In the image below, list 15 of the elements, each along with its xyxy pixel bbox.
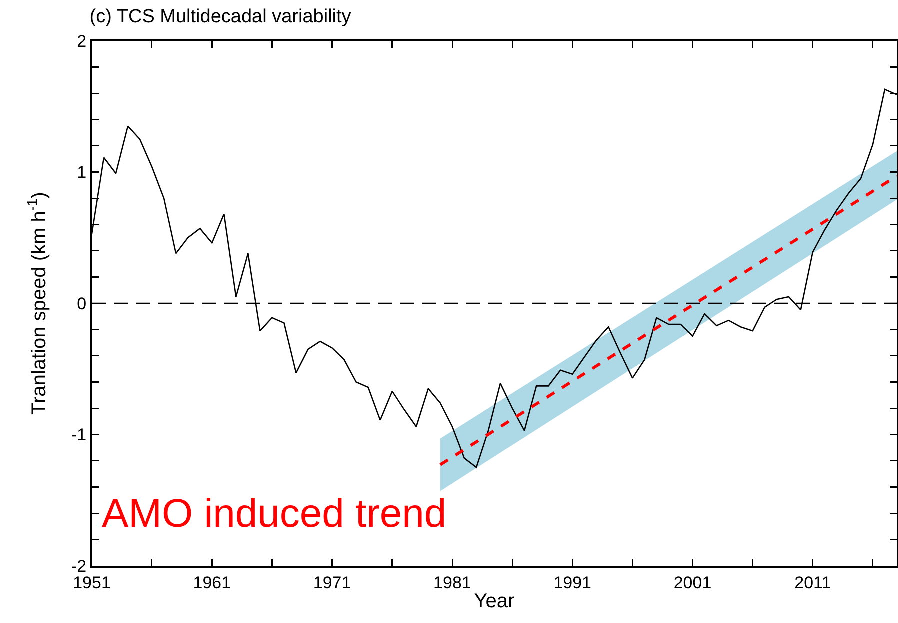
- chart-title: (c) TCS Multidecadal variability: [90, 6, 352, 28]
- y-tick-label: -2: [71, 556, 87, 576]
- y-tick-label: 1: [77, 163, 87, 182]
- x-tick-label: 1961: [193, 573, 232, 592]
- x-tick-label: 1951: [73, 573, 111, 592]
- annotation: AMO induced trend: [102, 492, 447, 536]
- x-axis-title: Year: [474, 590, 516, 612]
- x-tick-label: 1971: [313, 573, 352, 592]
- y-tick-label: 2: [77, 32, 87, 51]
- x-tick-label: 1981: [434, 573, 472, 592]
- y-tick-label: 0: [77, 294, 87, 314]
- x-tick-label: 1991: [554, 573, 592, 592]
- y-tick-label: -1: [71, 426, 87, 445]
- x-tick-label: 2001: [674, 573, 712, 592]
- x-tick-label: 2011: [794, 573, 832, 592]
